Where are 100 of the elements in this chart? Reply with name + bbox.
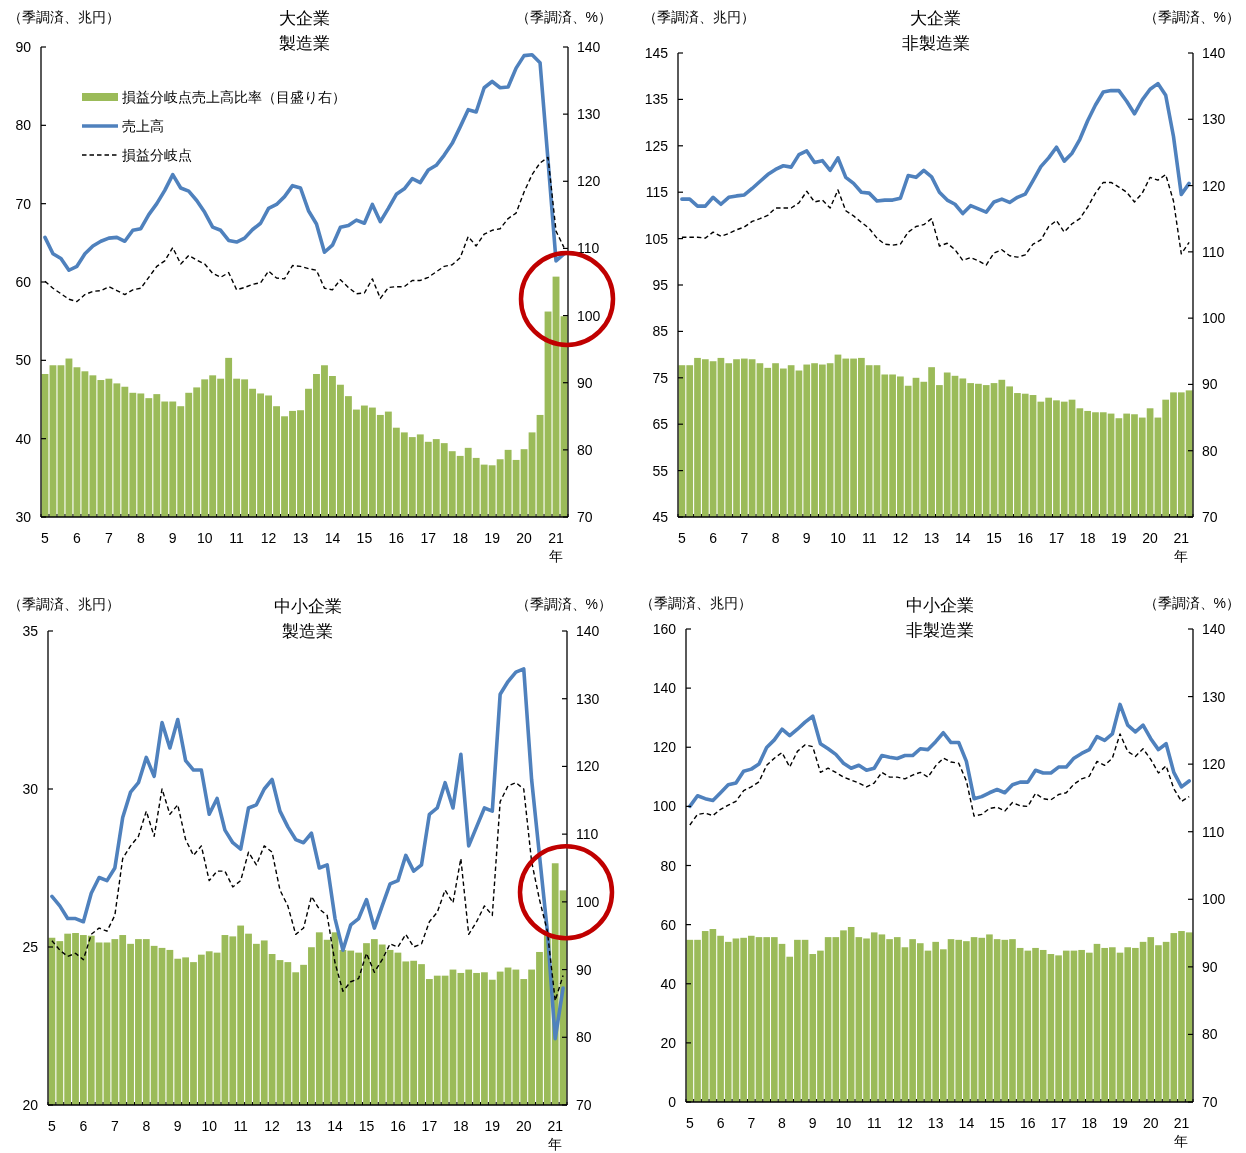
x-tick-label: 9 xyxy=(802,530,811,546)
y-axis-title: （季調済、兆円） xyxy=(8,596,120,612)
y2-axis-title: （季調済、%） xyxy=(1143,595,1240,611)
y2-tick-label: 80 xyxy=(577,441,593,458)
x-tick-label: 16 xyxy=(1020,1115,1036,1131)
y-tick-label: 50 xyxy=(15,352,32,369)
x-tick-label: 5 xyxy=(48,1118,57,1134)
y2-tick-label: 100 xyxy=(1202,891,1226,908)
y2-tick-label: 110 xyxy=(1202,243,1225,260)
x-tick-label: 20 xyxy=(516,530,533,546)
x-tick-label: 8 xyxy=(142,1118,151,1134)
x-tick-label: 20 xyxy=(1142,530,1159,546)
x-tick-label: 12 xyxy=(892,530,909,546)
x-tick-label: 21 xyxy=(548,530,565,546)
y2-axis-title: （季調済、%） xyxy=(515,596,612,612)
x-tick-label: 10 xyxy=(835,1115,852,1131)
x-tick-label: 10 xyxy=(196,530,213,546)
y-tick-label: 25 xyxy=(22,939,39,955)
y-tick-label: 70 xyxy=(15,195,32,212)
x-tick-label: 19 xyxy=(484,1118,501,1134)
y-tick-label: 45 xyxy=(652,509,669,525)
y2-axis-title: （季調済、%） xyxy=(1143,9,1240,25)
x-tick-label: 6 xyxy=(73,530,82,546)
y-tick-label: 115 xyxy=(645,184,669,201)
y2-tick-label: 110 xyxy=(577,240,600,257)
x-tick-label: 13 xyxy=(927,1115,944,1131)
y2-tick-label: 130 xyxy=(577,106,601,123)
y2-tick-label: 100 xyxy=(577,307,601,324)
line-series xyxy=(51,781,564,1002)
x-tick-label: 7 xyxy=(110,1118,119,1134)
y2-tick-label: 140 xyxy=(577,39,601,55)
x-tick-label: 15 xyxy=(356,530,373,546)
chart-subtitle: 製造業 xyxy=(282,622,333,641)
x-tick-label: 21 xyxy=(1173,530,1190,546)
chart-subtitle: 製造業 xyxy=(279,34,330,53)
y-tick-label: 60 xyxy=(660,916,677,933)
y-tick-label: 135 xyxy=(644,91,669,108)
y-tick-label: 40 xyxy=(660,975,677,992)
y2-tick-label: 80 xyxy=(576,1029,592,1046)
line-series xyxy=(43,53,566,273)
legend-label: 損益分岐点売上高比率（目盛り右） xyxy=(122,89,346,105)
y-tick-label: 65 xyxy=(652,416,669,433)
y2-tick-label: 110 xyxy=(1202,823,1225,840)
y2-tick-label: 120 xyxy=(576,758,600,775)
x-tick-label: 16 xyxy=(1017,530,1034,546)
x-tick-label: 9 xyxy=(168,530,177,546)
x-tick-label: 6 xyxy=(716,1115,725,1131)
chart-title: 大企業 xyxy=(279,9,330,28)
y-tick-label: 125 xyxy=(644,137,669,154)
line-series xyxy=(688,702,1191,809)
x-tick-label: 18 xyxy=(1079,530,1096,546)
x-tick-label: 6 xyxy=(709,530,718,546)
x-tick-label: 16 xyxy=(390,1118,406,1134)
x-tick-label: 8 xyxy=(136,530,145,546)
x-tick-label: 9 xyxy=(173,1118,182,1134)
chart-title: 大企業 xyxy=(910,9,961,28)
x-tick-label: 14 xyxy=(324,530,341,546)
x-tick-label: 19 xyxy=(1111,530,1127,546)
x-tick-label: 15 xyxy=(358,1118,375,1134)
y-tick-label: 120 xyxy=(652,739,677,756)
x-tick-label: 13 xyxy=(292,530,309,546)
y2-tick-label: 120 xyxy=(577,173,601,190)
line-series xyxy=(680,81,1191,216)
x-axis-title: 年 xyxy=(1174,1133,1189,1149)
x-tick-label: 20 xyxy=(515,1118,532,1134)
y-tick-label: 30 xyxy=(15,509,32,525)
x-tick-label: 18 xyxy=(452,530,469,546)
x-tick-label: 14 xyxy=(327,1118,344,1134)
x-tick-label: 13 xyxy=(295,1118,312,1134)
y2-tick-label: 130 xyxy=(576,690,600,707)
x-tick-label: 13 xyxy=(923,530,940,546)
y-tick-label: 100 xyxy=(652,798,677,815)
x-axis-title: 年 xyxy=(549,548,564,564)
x-tick-label: 20 xyxy=(1142,1115,1159,1131)
x-tick-label: 16 xyxy=(388,530,405,546)
y-tick-label: 80 xyxy=(660,857,677,874)
y-tick-label: 105 xyxy=(644,230,669,247)
x-tick-label: 7 xyxy=(740,530,749,546)
y-axis-title: （季調済、兆円） xyxy=(643,9,755,25)
x-tick-label: 7 xyxy=(747,1115,756,1131)
y2-tick-label: 90 xyxy=(1202,376,1218,393)
x-tick-label: 12 xyxy=(264,1118,281,1134)
x-tick-label: 17 xyxy=(421,1118,438,1134)
y-tick-label: 40 xyxy=(15,430,32,447)
y2-tick-label: 110 xyxy=(576,826,599,843)
x-tick-label: 14 xyxy=(958,1115,975,1131)
x-tick-label: 11 xyxy=(866,1115,882,1131)
y2-tick-label: 100 xyxy=(1202,310,1226,327)
chart-title: 中小企業 xyxy=(273,597,342,616)
x-tick-label: 21 xyxy=(547,1118,564,1134)
chart-subtitle: 非製造業 xyxy=(905,621,974,640)
y-axis-title: （季調済、兆円） xyxy=(640,595,752,611)
x-axis-title: 年 xyxy=(548,1136,563,1152)
x-tick-label: 6 xyxy=(79,1118,88,1134)
x-tick-label: 18 xyxy=(1081,1115,1098,1131)
x-tick-label: 19 xyxy=(484,530,501,546)
y2-tick-label: 70 xyxy=(1202,1094,1218,1110)
x-axis-title: 年 xyxy=(1174,548,1189,564)
x-tick-label: 17 xyxy=(1050,1115,1067,1131)
x-tick-label: 5 xyxy=(685,1115,694,1131)
